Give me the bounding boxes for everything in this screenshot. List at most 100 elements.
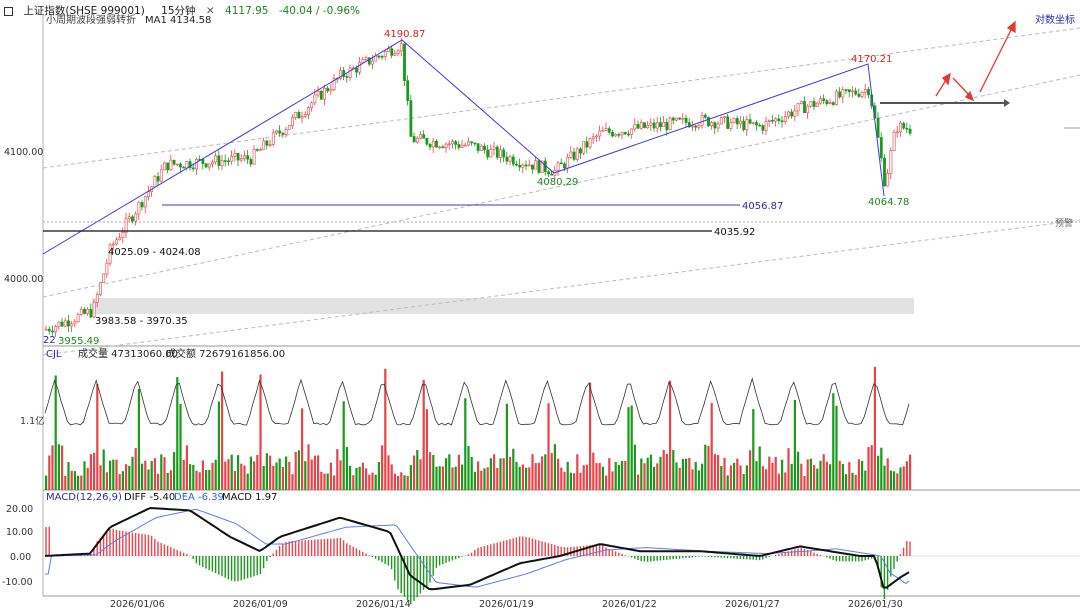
candle-body xyxy=(233,153,237,157)
candle-body xyxy=(134,213,138,222)
volume-bar xyxy=(477,461,480,490)
volume-bar xyxy=(605,475,608,490)
volume-bar xyxy=(617,464,620,490)
volume-bar xyxy=(576,454,579,490)
candle-body xyxy=(719,117,723,125)
candle-body xyxy=(729,122,733,129)
candle-body xyxy=(457,144,461,148)
candle-body xyxy=(438,146,442,149)
volume-bar xyxy=(822,454,825,490)
volume-bar xyxy=(582,465,585,490)
volume-bar xyxy=(179,403,182,490)
volume-bar xyxy=(713,454,716,490)
volume-bar xyxy=(758,446,761,490)
volume-bar xyxy=(265,453,268,490)
candle-body xyxy=(419,134,422,139)
volume-bar xyxy=(217,401,220,490)
candle-body xyxy=(182,166,186,169)
volume-bar xyxy=(755,461,758,490)
candle-body xyxy=(502,149,506,158)
candle-body xyxy=(505,156,509,162)
candle-body xyxy=(262,140,266,150)
volume-bar xyxy=(905,461,908,490)
candle-body xyxy=(585,141,589,148)
candle-body xyxy=(700,114,704,126)
volume-bar xyxy=(381,445,384,490)
level-a-label: 4056.87 xyxy=(742,201,783,212)
volume-bar xyxy=(589,382,592,490)
candle-body xyxy=(649,122,653,126)
volume-bar xyxy=(89,454,92,490)
volume-bar xyxy=(531,454,534,490)
candle-body xyxy=(764,121,768,131)
candle-body xyxy=(783,115,787,122)
volume-bar xyxy=(813,464,816,490)
index-name[interactable]: 上证指数(SHSE 999001) xyxy=(23,5,145,17)
volume-bar xyxy=(742,474,745,490)
candle-body xyxy=(166,162,170,171)
candle-body xyxy=(540,160,544,173)
candle-body xyxy=(515,163,518,166)
candle-body xyxy=(607,128,611,133)
volume-bar xyxy=(528,467,531,490)
menu-icon[interactable] xyxy=(4,6,13,16)
candle-body xyxy=(307,107,310,115)
candle-body xyxy=(476,143,480,151)
volume-bar xyxy=(288,461,291,490)
period-label[interactable]: 15分钟 xyxy=(161,5,196,17)
channel-upper-line xyxy=(42,27,1080,169)
volume-bar xyxy=(435,466,438,490)
volume-bar xyxy=(371,472,374,490)
candle-body xyxy=(227,160,230,163)
volume-bar xyxy=(825,461,828,490)
candle-body xyxy=(601,130,605,132)
volume-bar xyxy=(784,472,787,490)
close-icon[interactable]: ✕ xyxy=(205,5,215,17)
candle-body xyxy=(841,89,845,98)
volume-bar xyxy=(339,460,342,490)
volume-bar xyxy=(691,469,694,490)
volume-bar xyxy=(515,461,518,490)
candle-body xyxy=(342,70,346,77)
volume-bar xyxy=(787,448,790,490)
channel-mid-line xyxy=(42,74,1080,298)
volume-y-tick: 1.1亿 xyxy=(20,415,45,427)
volume-bar xyxy=(614,462,617,490)
volume-bar xyxy=(323,473,326,490)
candle-body xyxy=(447,143,451,146)
candle-body xyxy=(886,173,890,187)
volume-bar xyxy=(598,462,601,490)
volume-bar xyxy=(665,453,668,490)
candle-body xyxy=(294,112,298,118)
header-bar: 上证指数(SHSE 999001) 15分钟 ✕ 4117.95 -40.04 … xyxy=(4,3,367,18)
volume-bar xyxy=(144,460,147,490)
candle-body xyxy=(278,130,282,134)
volume-bar xyxy=(557,458,560,490)
volume-bar xyxy=(739,465,742,490)
candle-body xyxy=(323,87,326,100)
candle-body xyxy=(806,105,810,114)
candle-body xyxy=(428,143,432,148)
candle-body xyxy=(371,60,374,65)
candle-body xyxy=(111,243,115,246)
candle-body xyxy=(489,149,493,158)
candle-body xyxy=(364,57,368,60)
volume-bar xyxy=(451,467,454,490)
volume-bar xyxy=(281,466,284,490)
volume-bar xyxy=(393,473,396,490)
candle-body xyxy=(815,102,819,107)
volume-bar xyxy=(361,462,364,490)
candle-body xyxy=(259,149,262,151)
volume-bar xyxy=(736,458,739,490)
y-tick-4000: 4000.00 xyxy=(4,274,43,285)
macd-y-tick-0: 0.00 xyxy=(10,552,31,563)
candle-body xyxy=(431,140,435,148)
candles-group xyxy=(44,37,912,337)
x-label-0119: 2026/01/19 xyxy=(479,599,534,610)
volume-bar xyxy=(189,464,192,490)
candle-body xyxy=(127,216,131,220)
candle-body xyxy=(140,202,144,208)
candle-body xyxy=(582,141,586,154)
